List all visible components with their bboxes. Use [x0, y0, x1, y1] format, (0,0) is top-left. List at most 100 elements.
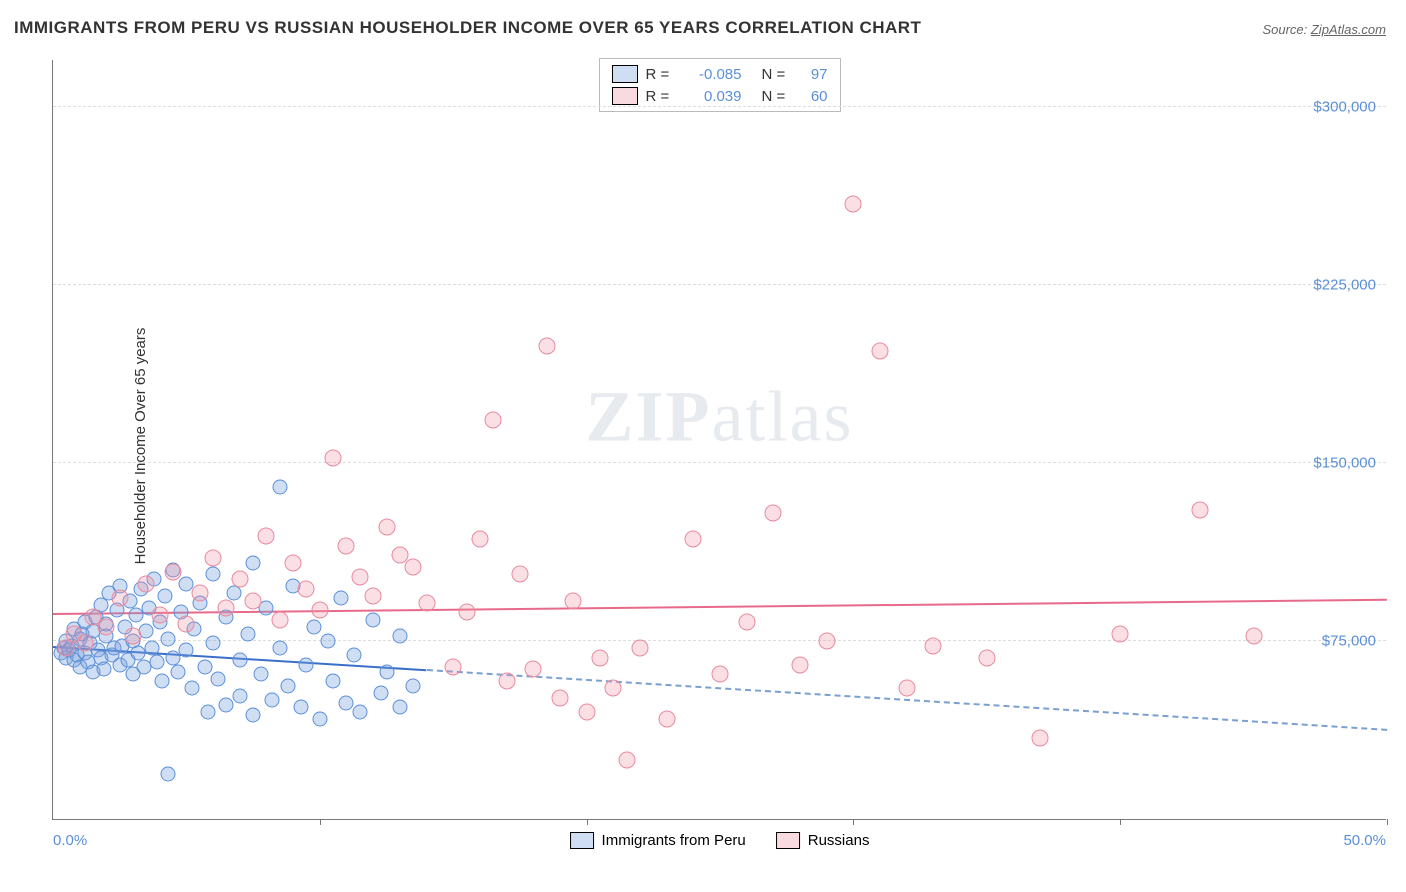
data-point — [898, 680, 915, 697]
data-point — [339, 695, 354, 710]
data-point — [184, 681, 199, 696]
data-point — [925, 637, 942, 654]
data-point — [618, 751, 635, 768]
data-point — [245, 592, 262, 609]
data-point — [232, 652, 247, 667]
data-point — [1192, 502, 1209, 519]
data-point — [405, 559, 422, 576]
data-point — [246, 555, 261, 570]
gridline — [53, 640, 1386, 641]
data-point — [307, 619, 322, 634]
data-point — [712, 666, 729, 683]
data-point — [325, 450, 342, 467]
data-point — [498, 673, 515, 690]
x-axis-min-label: 0.0% — [53, 832, 87, 849]
data-point — [144, 641, 159, 656]
data-point — [150, 655, 165, 670]
data-point — [111, 590, 128, 607]
data-point — [160, 766, 175, 781]
data-point — [551, 689, 568, 706]
correlation-legend: R = -0.085 N = 97 R = 0.039 N = 60 — [599, 58, 841, 112]
data-point — [406, 679, 421, 694]
data-point — [458, 604, 475, 621]
data-point — [485, 412, 502, 429]
data-point — [98, 618, 115, 635]
data-point — [160, 631, 175, 646]
data-point — [254, 667, 269, 682]
data-point — [525, 661, 542, 678]
data-point — [240, 626, 255, 641]
data-point — [294, 700, 309, 715]
data-point — [179, 643, 194, 658]
data-point — [165, 564, 182, 581]
data-point — [658, 711, 675, 728]
data-point — [392, 700, 407, 715]
data-point — [246, 707, 261, 722]
data-point — [205, 549, 222, 566]
y-tick-label: $300,000 — [1313, 98, 1376, 115]
x-tick — [1120, 819, 1121, 825]
data-point — [158, 588, 173, 603]
data-point — [978, 649, 995, 666]
data-point — [565, 592, 582, 609]
data-point — [347, 648, 362, 663]
y-tick-label: $75,000 — [1322, 632, 1376, 649]
gridline — [53, 284, 1386, 285]
data-point — [218, 599, 235, 616]
data-point — [155, 674, 170, 689]
plot-area: ZIPatlas R = -0.085 N = 97 R = 0.039 N =… — [52, 60, 1386, 820]
series-legend: Immigrants from Peru Russians — [570, 832, 870, 849]
gridline — [53, 462, 1386, 463]
data-point — [445, 659, 462, 676]
data-point — [285, 554, 302, 571]
legend-label-pink: Russians — [808, 832, 870, 849]
x-tick — [1387, 819, 1388, 825]
data-point — [538, 338, 555, 355]
data-point — [418, 594, 435, 611]
legend-label-blue: Immigrants from Peru — [602, 832, 746, 849]
data-point — [591, 649, 608, 666]
data-point — [378, 518, 395, 535]
data-point — [312, 712, 327, 727]
data-point — [272, 641, 287, 656]
data-point — [200, 705, 215, 720]
data-point — [365, 587, 382, 604]
data-point — [765, 504, 782, 521]
gridline — [53, 106, 1386, 107]
legend-swatch-pink — [612, 87, 638, 105]
data-point — [125, 628, 142, 645]
data-point — [338, 537, 355, 554]
data-point — [151, 606, 168, 623]
data-point — [511, 566, 528, 583]
data-point — [178, 616, 195, 633]
data-point — [311, 602, 328, 619]
data-point — [1032, 730, 1049, 747]
data-point — [845, 195, 862, 212]
trend-line — [426, 669, 1387, 731]
data-point — [685, 530, 702, 547]
y-tick-label: $150,000 — [1313, 454, 1376, 471]
data-point — [77, 635, 94, 652]
data-point — [326, 674, 341, 689]
data-point — [374, 686, 389, 701]
data-point — [792, 656, 809, 673]
data-point — [198, 660, 213, 675]
data-point — [334, 591, 349, 606]
data-point — [280, 679, 295, 694]
data-point — [211, 671, 226, 686]
source-link[interactable]: ZipAtlas.com — [1311, 22, 1386, 37]
data-point — [366, 612, 381, 627]
data-point — [271, 611, 288, 628]
data-point — [171, 664, 186, 679]
x-tick — [320, 819, 321, 825]
source-label: Source: ZipAtlas.com — [1262, 22, 1386, 37]
data-point — [231, 571, 248, 588]
data-point — [352, 705, 367, 720]
data-point — [379, 664, 394, 679]
y-tick-label: $225,000 — [1313, 276, 1376, 293]
data-point — [96, 662, 111, 677]
data-point — [264, 693, 279, 708]
data-point — [1112, 625, 1129, 642]
data-point — [191, 585, 208, 602]
data-point — [605, 680, 622, 697]
